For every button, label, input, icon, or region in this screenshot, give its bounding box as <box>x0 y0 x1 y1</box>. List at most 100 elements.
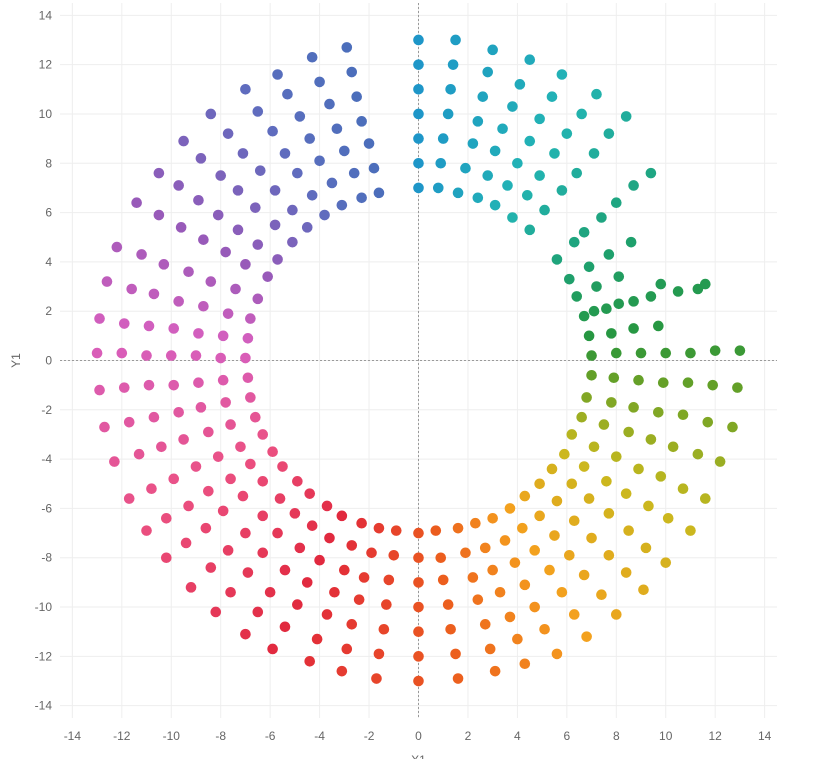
data-point[interactable] <box>662 512 674 524</box>
data-point[interactable] <box>136 249 147 260</box>
data-point[interactable] <box>559 448 570 460</box>
data-point[interactable] <box>460 547 471 559</box>
data-point[interactable] <box>564 549 575 561</box>
data-point[interactable] <box>512 157 523 169</box>
data-point[interactable] <box>643 500 654 512</box>
data-point[interactable] <box>583 261 595 273</box>
data-point[interactable] <box>564 273 575 285</box>
data-point[interactable] <box>504 611 516 623</box>
data-point[interactable] <box>467 572 479 583</box>
data-point[interactable] <box>205 562 217 573</box>
data-point[interactable] <box>156 441 167 453</box>
data-point[interactable] <box>472 192 484 204</box>
data-point[interactable] <box>94 313 105 324</box>
data-point[interactable] <box>212 209 224 221</box>
data-point[interactable] <box>237 490 249 502</box>
data-point[interactable] <box>311 633 323 645</box>
data-point[interactable] <box>314 554 325 566</box>
data-point[interactable] <box>613 271 625 282</box>
data-point[interactable] <box>257 510 269 522</box>
data-point[interactable] <box>556 185 568 196</box>
data-point[interactable] <box>217 505 229 517</box>
data-point[interactable] <box>336 199 348 211</box>
data-point[interactable] <box>346 66 358 78</box>
data-point[interactable] <box>225 473 236 485</box>
data-point[interactable] <box>306 51 318 63</box>
data-point[interactable] <box>625 236 637 248</box>
data-point[interactable] <box>487 512 498 524</box>
data-point[interactable] <box>193 328 204 339</box>
data-point[interactable] <box>479 542 491 554</box>
data-point[interactable] <box>581 631 592 642</box>
data-point[interactable] <box>603 549 615 561</box>
data-point[interactable] <box>576 411 587 423</box>
data-point[interactable] <box>413 527 424 539</box>
data-point[interactable] <box>413 182 424 194</box>
data-point[interactable] <box>610 197 622 209</box>
data-point[interactable] <box>294 542 306 554</box>
data-point[interactable] <box>351 91 362 102</box>
data-point[interactable] <box>203 485 214 497</box>
data-point[interactable] <box>645 291 657 302</box>
data-point[interactable] <box>240 259 251 270</box>
data-point[interactable] <box>272 69 283 80</box>
data-point[interactable] <box>445 623 456 635</box>
data-point[interactable] <box>180 537 192 549</box>
data-point[interactable] <box>346 619 358 630</box>
data-point[interactable] <box>576 108 587 120</box>
data-point[interactable] <box>502 180 513 191</box>
data-point[interactable] <box>329 586 340 598</box>
data-point[interactable] <box>512 633 523 645</box>
data-point[interactable] <box>551 648 563 660</box>
data-point[interactable] <box>267 446 278 458</box>
data-point[interactable] <box>452 673 464 684</box>
data-point[interactable] <box>168 473 180 485</box>
data-point[interactable] <box>267 643 278 655</box>
data-point[interactable] <box>381 599 392 610</box>
data-point[interactable] <box>603 249 615 260</box>
data-point[interactable] <box>324 98 335 110</box>
data-point[interactable] <box>173 406 184 418</box>
data-point[interactable] <box>628 323 639 334</box>
data-point[interactable] <box>610 347 622 359</box>
data-point[interactable] <box>623 525 634 536</box>
data-point[interactable] <box>161 512 172 524</box>
data-point[interactable] <box>578 461 590 472</box>
data-point[interactable] <box>442 108 454 120</box>
data-point[interactable] <box>586 532 597 544</box>
data-point[interactable] <box>653 406 664 418</box>
data-point[interactable] <box>240 527 251 539</box>
data-point[interactable] <box>470 517 481 529</box>
data-point[interactable] <box>596 589 607 601</box>
data-point[interactable] <box>252 606 264 618</box>
data-point[interactable] <box>472 594 484 605</box>
data-point[interactable] <box>356 517 367 529</box>
data-point[interactable] <box>161 552 172 564</box>
data-point[interactable] <box>707 379 719 391</box>
data-point[interactable] <box>583 493 595 504</box>
data-point[interactable] <box>210 606 222 618</box>
data-point[interactable] <box>452 187 464 199</box>
data-point[interactable] <box>413 601 424 613</box>
data-point[interactable] <box>245 392 256 403</box>
data-point[interactable] <box>348 167 360 179</box>
data-point[interactable] <box>623 426 634 438</box>
data-point[interactable] <box>450 34 461 46</box>
data-point[interactable] <box>272 254 283 265</box>
data-point[interactable] <box>131 197 142 209</box>
data-point[interactable] <box>571 291 583 302</box>
data-point[interactable] <box>539 623 550 635</box>
data-point[interactable] <box>304 655 316 667</box>
data-point[interactable] <box>282 88 293 100</box>
data-point[interactable] <box>292 476 303 487</box>
data-point[interactable] <box>101 276 113 287</box>
data-point[interactable] <box>482 66 494 78</box>
data-point[interactable] <box>610 609 622 620</box>
data-point[interactable] <box>356 116 367 127</box>
data-point[interactable] <box>257 547 269 559</box>
data-point[interactable] <box>292 167 303 179</box>
data-point[interactable] <box>568 515 580 527</box>
data-point[interactable] <box>578 310 590 322</box>
data-point[interactable] <box>126 283 137 295</box>
data-point[interactable] <box>220 397 231 408</box>
